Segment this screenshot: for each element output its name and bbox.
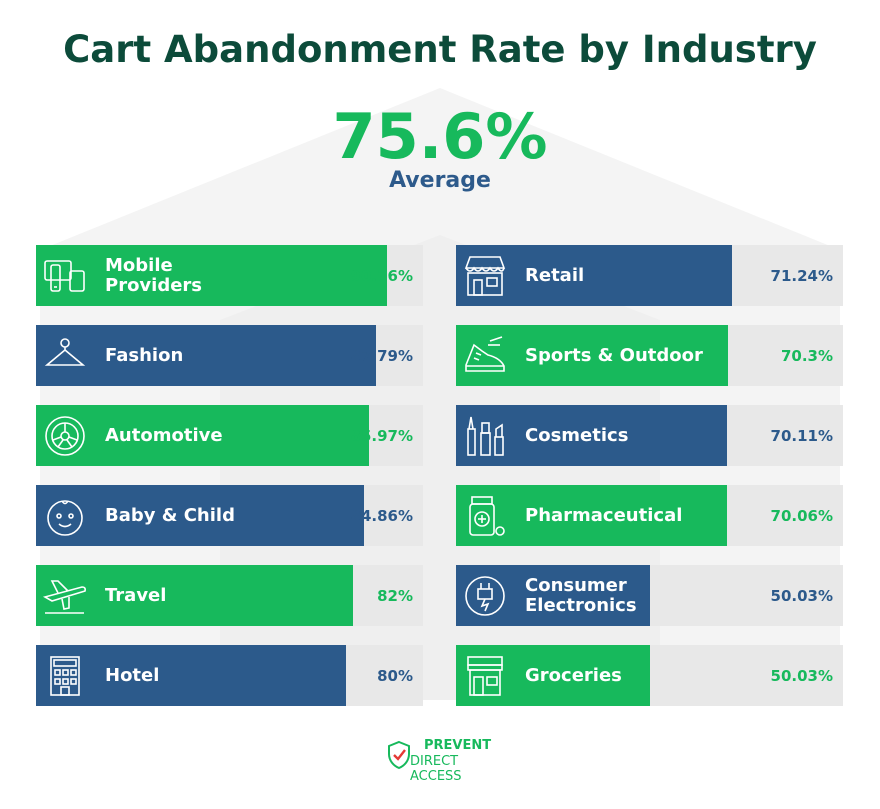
- sneaker-icon: [465, 336, 505, 372]
- bar-row-mobile-providers: Mobile Providers 90.76%: [36, 245, 423, 306]
- left-bar-column: Mobile Providers 90.76% Fashion 87.79% Autom…: [36, 245, 423, 725]
- bar-value-label: 87.79%: [350, 346, 413, 365]
- bar-value-label: 90.76%: [350, 266, 413, 285]
- bar-travel: [36, 565, 354, 626]
- bar-label: Consumer Electronics: [525, 574, 637, 616]
- hanger-icon: [44, 338, 86, 366]
- bar-label: Groceries: [525, 664, 622, 686]
- hotel-building-icon: [50, 656, 80, 696]
- bar-label: Mobile Providers: [105, 254, 203, 296]
- bar-label: Pharmaceutical: [525, 504, 683, 526]
- bar-automotive: [36, 405, 369, 466]
- power-plug-icon: [465, 576, 505, 616]
- bar-row-sports-and-outdoor: Sports & Outdoor 70.3%: [456, 325, 843, 386]
- bar-value-label: 50.03%: [770, 586, 833, 605]
- bar-value-label: 50.03%: [770, 666, 833, 685]
- bar-hotel: [36, 645, 346, 706]
- average-value: 75.6%: [332, 100, 548, 173]
- bar-row-pharmaceutical: Pharmaceutical 70.06%: [456, 485, 843, 546]
- storefront-icon: [464, 256, 506, 296]
- wheel-icon: [45, 416, 85, 456]
- cosmetics-icon: [467, 416, 504, 456]
- bar-value-label: 84.86%: [350, 506, 413, 525]
- bar-row-fashion: Fashion 87.79%: [36, 325, 423, 386]
- bar-label: Travel: [105, 584, 167, 606]
- bar-label: Retail: [525, 264, 585, 286]
- bar-value-label: 85.97%: [350, 426, 413, 445]
- bar-row-travel: Travel 82%: [36, 565, 423, 626]
- bar-label: Fashion: [105, 344, 184, 366]
- bar-value-label: 70.06%: [770, 506, 833, 525]
- bar-consumer-electronics: [456, 565, 650, 626]
- baby-face-icon: [47, 500, 83, 536]
- bar-label: Cosmetics: [525, 424, 629, 446]
- bar-value-label: 70.3%: [780, 346, 833, 365]
- bar-pharmaceutical: [456, 485, 728, 546]
- bar-mobile-providers: [36, 245, 388, 306]
- average-label: Average: [389, 168, 491, 193]
- bar-groceries: [456, 645, 650, 706]
- bar-row-automotive: Automotive 85.97%: [36, 405, 423, 466]
- bar-row-retail: Retail 71.24%: [456, 245, 843, 306]
- bar-label: Baby & Child: [105, 504, 235, 526]
- bar-sports-and-outdoor: [456, 325, 729, 386]
- bar-value-label: 70.11%: [770, 426, 833, 445]
- pill-bottle-icon: [469, 496, 505, 536]
- logo: PREVENT DIRECT ACCESS: [382, 736, 512, 784]
- bar-row-hotel: Hotel 80%: [36, 645, 423, 706]
- right-bar-column: Retail 71.24% Sports & Outdoor 70.3% Cosmeti…: [456, 245, 843, 725]
- bar-value-label: 82%: [377, 586, 413, 605]
- grocery-store-icon: [467, 656, 503, 696]
- bar-row-groceries: Groceries 50.03%: [456, 645, 843, 706]
- bar-fashion: [36, 325, 376, 386]
- bar-label: Sports & Outdoor: [525, 344, 703, 366]
- logo-text-direct-access: DIRECT ACCESS: [410, 754, 462, 784]
- logo-text-prevent: PREVENT: [424, 738, 492, 753]
- bar-row-baby-and-child: Baby & Child 84.86%: [36, 485, 423, 546]
- mobile-devices-icon: [44, 260, 85, 292]
- bar-value-label: 80%: [377, 666, 413, 685]
- bar-row-consumer-electronics: Consumer Electronics 50.03%: [456, 565, 843, 626]
- bar-value-label: 71.24%: [770, 266, 833, 285]
- airplane-icon: [42, 580, 86, 614]
- bar-baby-and-child: [36, 485, 365, 546]
- chart-title: Cart Abandonment Rate by Industry: [63, 28, 817, 71]
- shield-check-icon: [388, 740, 410, 770]
- bar-row-cosmetics: Cosmetics 70.11%: [456, 405, 843, 466]
- bar-label: Automotive: [105, 424, 223, 446]
- bar-label: Hotel: [105, 664, 160, 686]
